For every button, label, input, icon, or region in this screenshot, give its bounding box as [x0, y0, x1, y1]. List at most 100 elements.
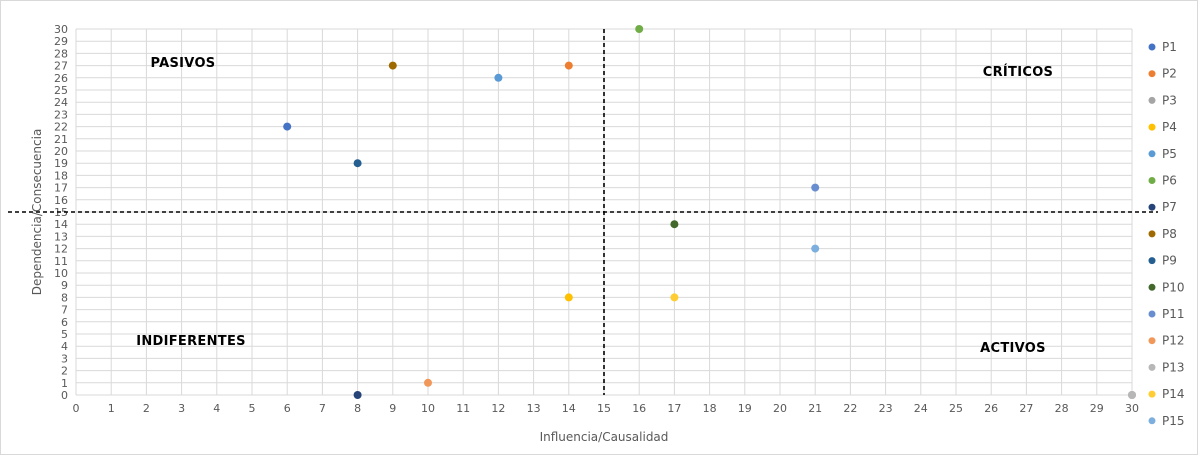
x-tick-label: 16	[632, 402, 646, 415]
x-tick-label: 3	[178, 402, 185, 415]
x-tick-label: 30	[1125, 402, 1139, 415]
legend-label-p8: P8	[1162, 227, 1177, 241]
point-p12	[424, 378, 432, 387]
legend-marker-p11	[1148, 310, 1156, 318]
x-tick-label: 4	[213, 402, 220, 415]
y-tick-label: 23	[54, 108, 68, 121]
quadrant-labels: PASIVOS CRÍTICOS INDIFERENTES ACTIVOS	[136, 56, 1053, 356]
y-tick-label: 29	[54, 35, 68, 48]
point-p10	[670, 220, 679, 229]
y-tick-label: 22	[54, 121, 68, 134]
x-tick-label: 14	[562, 402, 576, 415]
legend-label-p11: P11	[1162, 307, 1185, 321]
point-p14	[670, 293, 679, 302]
point-p6	[635, 25, 644, 33]
threshold-lines	[8, 29, 1158, 395]
legend-label-p7: P7	[1162, 200, 1177, 214]
legend-label-p13: P13	[1162, 360, 1185, 374]
legend-marker-p9	[1148, 257, 1156, 265]
legend-label-p14: P14	[1162, 387, 1185, 401]
x-tick-label: 18	[703, 402, 717, 415]
y-tick-label: 6	[61, 316, 68, 329]
y-tick-label: 26	[54, 72, 68, 85]
y-axis-title: Dependencia/Consecuencia	[30, 129, 44, 296]
x-tick-label: 23	[879, 402, 893, 415]
x-tick-label: 25	[949, 402, 963, 415]
x-tick-label: 5	[249, 402, 256, 415]
point-p15	[811, 244, 820, 253]
point-p2	[564, 61, 573, 70]
legend-label-p10: P10	[1162, 280, 1185, 294]
x-tick-label: 7	[319, 402, 326, 415]
x-tick-label: 10	[421, 402, 435, 415]
data-points	[283, 25, 1136, 399]
legend-marker-p13	[1148, 363, 1156, 371]
y-tick-label: 8	[61, 291, 68, 304]
x-tick-label: 6	[284, 402, 291, 415]
y-tick-label: 20	[54, 145, 68, 158]
x-tick-label: 12	[491, 402, 505, 415]
x-tick-label: 11	[456, 402, 470, 415]
legend-label-p9: P9	[1162, 254, 1177, 268]
y-tick-label: 24	[54, 96, 68, 109]
point-p11	[811, 183, 820, 192]
legend-marker-p14	[1148, 390, 1156, 398]
y-tick-label: 13	[54, 230, 68, 243]
x-tick-label: 13	[527, 402, 541, 415]
y-tick-label: 16	[54, 194, 68, 207]
x-tick-label: 26	[984, 402, 998, 415]
legend-marker-p12	[1148, 337, 1156, 345]
legend-label-p15: P15	[1162, 414, 1185, 428]
legend-label-p12: P12	[1162, 334, 1185, 348]
x-tick-label: 17	[667, 402, 681, 415]
y-tick-label: 3	[61, 352, 68, 365]
y-tick-label: 21	[54, 133, 68, 146]
legend-marker-p10	[1148, 283, 1156, 291]
y-tick-label: 25	[54, 84, 68, 97]
y-tick-label: 5	[61, 328, 68, 341]
y-tick-label: 10	[54, 267, 68, 280]
legend-marker-p3	[1148, 96, 1156, 104]
x-tick-label: 21	[808, 402, 822, 415]
quadrant-label-bottom-right: ACTIVOS	[980, 341, 1046, 356]
legend: P1 P2 P3 P4 P5 P6 P7 P8 P9 P10 P11 P12 P13 P14 P15	[1148, 40, 1185, 428]
legend-marker-p8	[1148, 230, 1156, 238]
point-p5	[494, 73, 503, 82]
y-tick-label: 18	[54, 169, 68, 182]
x-tick-label: 24	[914, 402, 928, 415]
quadrant-label-bottom-left: INDIFERENTES	[136, 334, 246, 349]
x-tick-label: 0	[73, 402, 80, 415]
point-p4	[564, 293, 573, 302]
legend-marker-p7	[1148, 203, 1156, 211]
y-tick-label: 4	[61, 340, 68, 353]
x-tick-label: 22	[843, 402, 857, 415]
x-tick-label: 1	[108, 402, 115, 415]
x-tick-label: 8	[354, 402, 361, 415]
y-tick-label: 12	[54, 243, 68, 256]
legend-label-p2: P2	[1162, 67, 1177, 81]
legend-marker-p4	[1148, 123, 1156, 131]
legend-label-p4: P4	[1162, 120, 1177, 134]
point-p7	[353, 391, 362, 399]
legend-marker-p6	[1148, 177, 1156, 184]
legend-marker-p2	[1148, 70, 1156, 78]
y-tick-label: 28	[54, 47, 68, 60]
y-tick-label: 0	[61, 389, 68, 402]
x-tick-label: 19	[738, 402, 752, 415]
x-tick-label: 29	[1090, 402, 1104, 415]
y-tick-label: 7	[61, 304, 68, 317]
x-tick-label: 15	[597, 402, 611, 415]
legend-marker-p5	[1148, 150, 1156, 158]
legend-label-p5: P5	[1162, 147, 1177, 161]
legend-label-p1: P1	[1162, 40, 1177, 54]
quadrant-label-top-left: PASIVOS	[151, 56, 216, 71]
point-p13	[1128, 391, 1136, 399]
quadrant-label-top-right: CRÍTICOS	[983, 64, 1053, 80]
legend-marker-p1	[1148, 43, 1156, 51]
x-tick-label: 27	[1019, 402, 1033, 415]
y-tick-label: 27	[54, 60, 68, 73]
x-tick-label: 9	[389, 402, 396, 415]
y-tick-label: 30	[54, 23, 68, 36]
